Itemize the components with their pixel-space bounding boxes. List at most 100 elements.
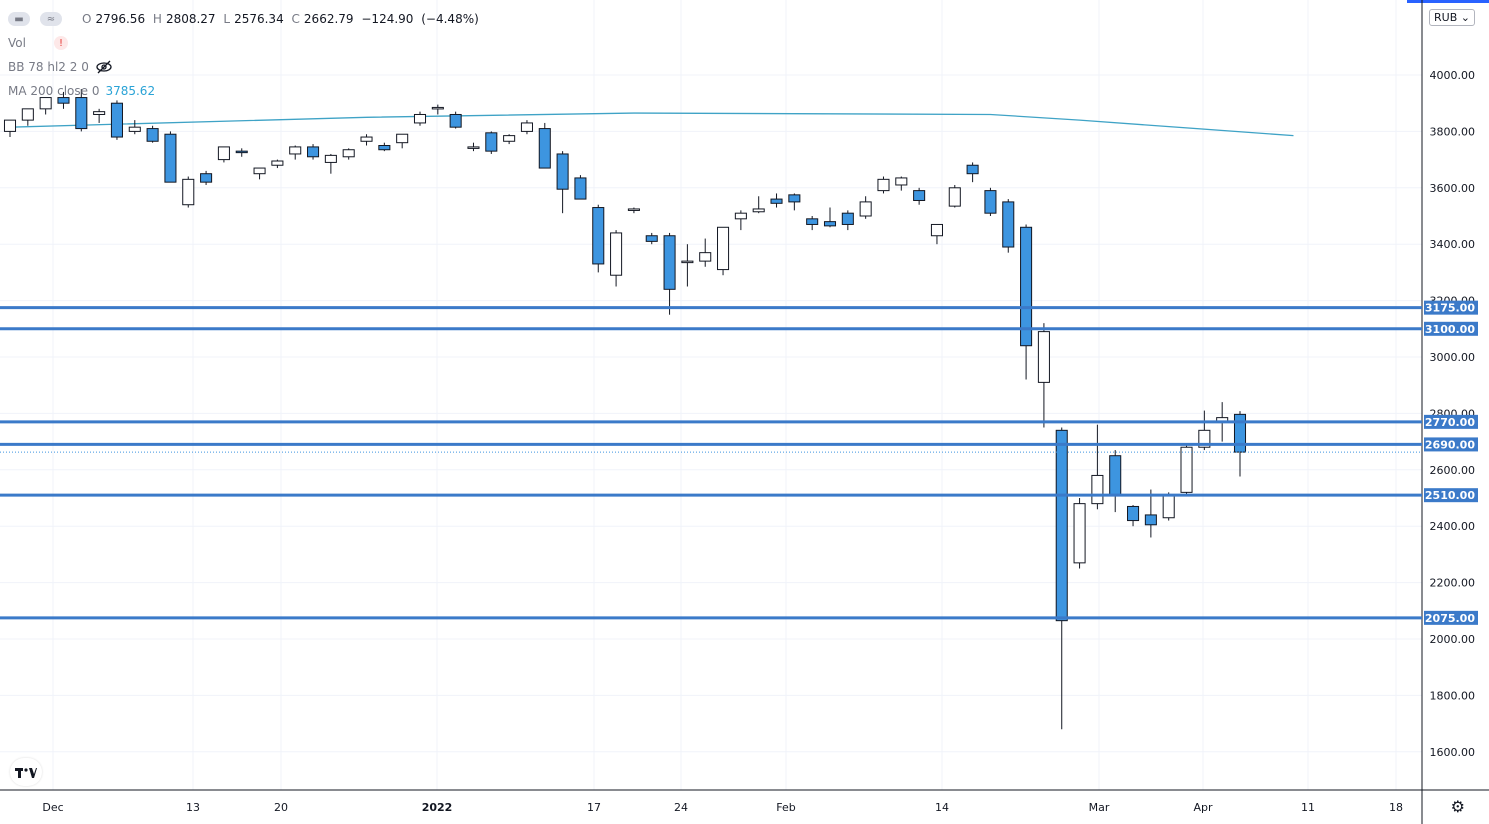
candle-body <box>413 113 427 124</box>
candle-body <box>1109 455 1122 496</box>
level-price-label: 3100.00 <box>1425 323 1475 336</box>
candle-body <box>396 133 409 144</box>
legend-collapse-icon[interactable]: ▬ <box>8 12 30 26</box>
chevron-down-icon: ⌄ <box>1460 11 1470 24</box>
price-tick-label: 3000.00 <box>1430 351 1476 364</box>
candle-body <box>592 207 605 265</box>
price-tick-label: 1600.00 <box>1430 746 1476 759</box>
candle-body <box>681 260 694 264</box>
candle-body <box>699 252 712 262</box>
level-price-label: 3175.00 <box>1425 302 1475 315</box>
candle <box>663 232 676 315</box>
candle-body <box>752 208 765 213</box>
candle-body <box>913 190 926 201</box>
candle <box>75 89 88 132</box>
low-value: 2576.34 <box>234 12 284 26</box>
candle <box>360 134 373 146</box>
candle-body <box>217 146 230 161</box>
candle-body <box>984 190 997 214</box>
candle <box>307 144 320 160</box>
candle-body <box>324 154 337 163</box>
level-price-tag[interactable] <box>1424 414 1478 429</box>
candle-body <box>1144 514 1157 526</box>
candle <box>253 167 266 180</box>
candle <box>1127 505 1140 527</box>
candle <box>520 120 533 135</box>
candle-body <box>57 97 70 104</box>
price-tick-label: 2400.00 <box>1430 520 1476 533</box>
level-price-label: 2770.00 <box>1425 416 1475 429</box>
bb-indicator[interactable]: BB 78 hl2 2 0 <box>8 60 113 74</box>
candle <box>57 91 70 109</box>
time-tick-label: 13 <box>186 801 200 814</box>
level-price-label: 2690.00 <box>1425 438 1475 451</box>
candle <box>1037 323 1050 428</box>
candle <box>235 148 248 157</box>
ma-indicator[interactable]: MA 200 close 0 3785.62 <box>8 84 155 98</box>
candle-body <box>1037 331 1050 383</box>
level-price-tag[interactable] <box>1424 610 1478 625</box>
candle-body <box>360 136 373 142</box>
candle <box>574 175 587 200</box>
time-tick-label: 18 <box>1389 801 1403 814</box>
time-tick-label: 14 <box>935 801 949 814</box>
candle-body <box>1002 201 1015 248</box>
candle <box>289 145 302 160</box>
candle-body <box>930 223 943 237</box>
candle <box>859 196 872 219</box>
candle <box>128 120 141 135</box>
gear-icon[interactable]: ⚙ <box>1450 797 1465 816</box>
warning-icon[interactable]: ! <box>53 36 68 50</box>
currency-selector[interactable]: RUB ⌄ <box>1429 9 1475 26</box>
vol-indicator[interactable]: Vol ! <box>8 36 68 50</box>
candle-body <box>21 108 34 121</box>
price-tick-label: 3800.00 <box>1430 125 1476 138</box>
candle-body <box>788 194 801 203</box>
price-tick-label: 2200.00 <box>1430 577 1476 590</box>
candle-body <box>503 135 516 142</box>
close-value: 2662.79 <box>303 12 354 26</box>
candle-body <box>235 150 248 154</box>
candle-body <box>1180 446 1193 493</box>
candle <box>200 170 213 185</box>
candle-body <box>841 212 854 225</box>
candle <box>431 104 444 115</box>
level-price-tag[interactable] <box>1424 437 1478 452</box>
candle-body <box>1198 429 1211 448</box>
wave-icon[interactable]: ≈ <box>40 12 62 26</box>
time-tick-label: 11 <box>1301 801 1315 814</box>
candle <box>503 134 516 145</box>
candle <box>699 238 712 267</box>
candle <box>1020 224 1033 380</box>
candle <box>396 133 409 149</box>
candle-body <box>877 178 890 192</box>
open-label: O <box>82 12 92 26</box>
candle-body <box>823 221 837 227</box>
level-price-tag[interactable] <box>1424 300 1478 315</box>
candle <box>877 176 890 194</box>
level-price-tag[interactable] <box>1424 488 1478 503</box>
candle-body <box>538 128 551 169</box>
candle <box>3 119 17 138</box>
currency-label: RUB <box>1434 11 1458 24</box>
level-price-tag[interactable] <box>1424 321 1478 336</box>
candle <box>1109 450 1122 513</box>
horizontal-levels[interactable] <box>0 306 1422 620</box>
tradingview-logo[interactable] <box>10 758 42 786</box>
level-price-label: 2075.00 <box>1425 612 1475 625</box>
candle-body <box>307 146 320 158</box>
accent-bar <box>1407 0 1489 3</box>
vol-label: Vol <box>8 36 26 50</box>
eye-off-icon[interactable] <box>95 60 113 74</box>
candle <box>1144 489 1157 538</box>
candle <box>627 207 640 214</box>
candle <box>841 210 854 231</box>
ohlc-legend: ▬ ≈ O 2796.56 H 2808.27 L 2576.34 C 2662.79 … <box>8 12 487 26</box>
candle <box>734 210 747 231</box>
change-pct: (−4.48%) <box>421 12 479 26</box>
price-axis[interactable]: 4000.003800.003600.003400.003200.003000.… <box>1424 69 1478 759</box>
time-axis[interactable]: Dec 13 20 2022 17 24 Feb 14 Mar Apr 11 18 <box>42 801 1403 814</box>
time-tick-label: Apr <box>1193 801 1213 814</box>
